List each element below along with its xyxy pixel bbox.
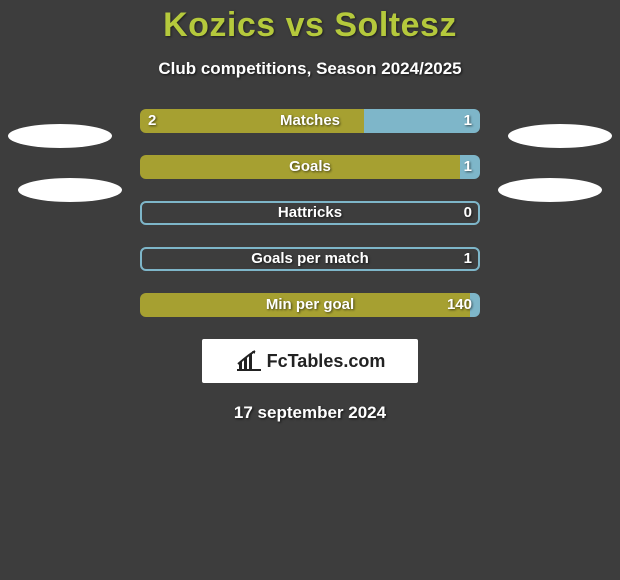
- avatar-ellipse: [8, 124, 112, 148]
- comparison-infographic: { "title": "Kozics vs Soltesz", "subtitl…: [0, 0, 620, 580]
- avatar-ellipse: [508, 124, 612, 148]
- bar-track: [140, 247, 480, 271]
- avatar-ellipse: [498, 178, 602, 202]
- value-right: 0: [464, 201, 472, 225]
- value-right: 1: [464, 109, 472, 133]
- page-title: Kozics vs Soltesz: [0, 0, 620, 45]
- comparison-row: Goals per match1: [0, 247, 620, 271]
- bar-right: [364, 109, 480, 133]
- value-right: 140: [447, 293, 472, 317]
- value-right: 1: [464, 155, 472, 179]
- bar-left: [140, 155, 460, 179]
- comparison-row: Goals1: [0, 155, 620, 179]
- value-left: 2: [148, 109, 156, 133]
- bar-track: [140, 293, 480, 317]
- subtitle: Club competitions, Season 2024/2025: [0, 59, 620, 79]
- avatar-ellipse: [18, 178, 122, 202]
- bar-track: [140, 155, 480, 179]
- bar-left: [140, 109, 364, 133]
- brand-logo: FcTables.com: [202, 339, 418, 383]
- bar-left: [140, 293, 470, 317]
- bar-track: [140, 201, 480, 225]
- bar-track: [140, 109, 480, 133]
- brand-name: FcTables.com: [267, 351, 386, 372]
- comparison-row: Min per goal140: [0, 293, 620, 317]
- chart-icon: [235, 350, 261, 372]
- date-label: 17 september 2024: [0, 403, 620, 423]
- value-right: 1: [464, 247, 472, 271]
- comparison-row: Hattricks0: [0, 201, 620, 225]
